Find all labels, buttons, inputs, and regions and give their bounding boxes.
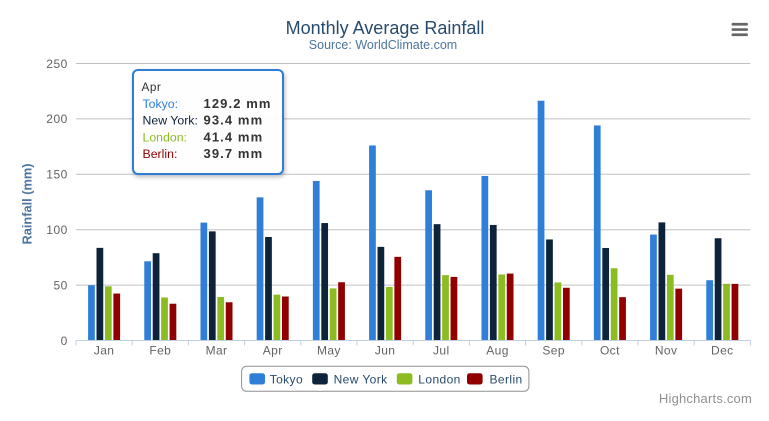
svg-text:Highcharts.com: Highcharts.com bbox=[659, 391, 752, 406]
svg-text:Jul: Jul bbox=[433, 344, 450, 358]
svg-text:Rainfall (mm): Rainfall (mm) bbox=[20, 163, 35, 244]
svg-text:93.4 mm: 93.4 mm bbox=[204, 113, 264, 128]
svg-text:Jan: Jan bbox=[94, 344, 115, 358]
svg-text:Nov: Nov bbox=[655, 344, 678, 358]
svg-text:London: London bbox=[418, 373, 460, 387]
svg-text:Berlin: Berlin bbox=[490, 373, 523, 387]
svg-text:Monthly Average Rainfall: Monthly Average Rainfall bbox=[286, 18, 485, 38]
svg-text:0: 0 bbox=[61, 334, 68, 348]
svg-text:Jun: Jun bbox=[375, 344, 396, 358]
svg-text:Berlin:: Berlin: bbox=[143, 147, 178, 161]
svg-text:200: 200 bbox=[46, 112, 68, 126]
svg-text:London:: London: bbox=[143, 130, 187, 144]
svg-text:Tokyo: Tokyo bbox=[270, 373, 303, 387]
svg-text:Apr: Apr bbox=[263, 344, 283, 358]
svg-text:Source: WorldClimate.com: Source: WorldClimate.com bbox=[309, 38, 457, 52]
svg-text:Tokyo:: Tokyo: bbox=[143, 97, 179, 111]
svg-text:129.2 mm: 129.2 mm bbox=[204, 96, 272, 111]
svg-text:May: May bbox=[317, 344, 341, 358]
svg-text:Mar: Mar bbox=[206, 344, 228, 358]
svg-text:39.7 mm: 39.7 mm bbox=[204, 146, 264, 161]
svg-text:100: 100 bbox=[46, 223, 68, 237]
svg-text:New York: New York bbox=[334, 373, 388, 387]
svg-text:Sep: Sep bbox=[542, 344, 565, 358]
svg-text:New York:: New York: bbox=[143, 114, 198, 128]
svg-text:Feb: Feb bbox=[149, 344, 171, 358]
svg-text:50: 50 bbox=[53, 278, 67, 292]
svg-text:150: 150 bbox=[46, 168, 68, 182]
svg-text:Dec: Dec bbox=[711, 344, 734, 358]
svg-text:41.4 mm: 41.4 mm bbox=[204, 129, 264, 144]
svg-text:Apr: Apr bbox=[142, 80, 162, 94]
svg-text:Oct: Oct bbox=[600, 344, 620, 358]
svg-text:250: 250 bbox=[46, 57, 68, 71]
svg-text:Aug: Aug bbox=[486, 344, 509, 358]
